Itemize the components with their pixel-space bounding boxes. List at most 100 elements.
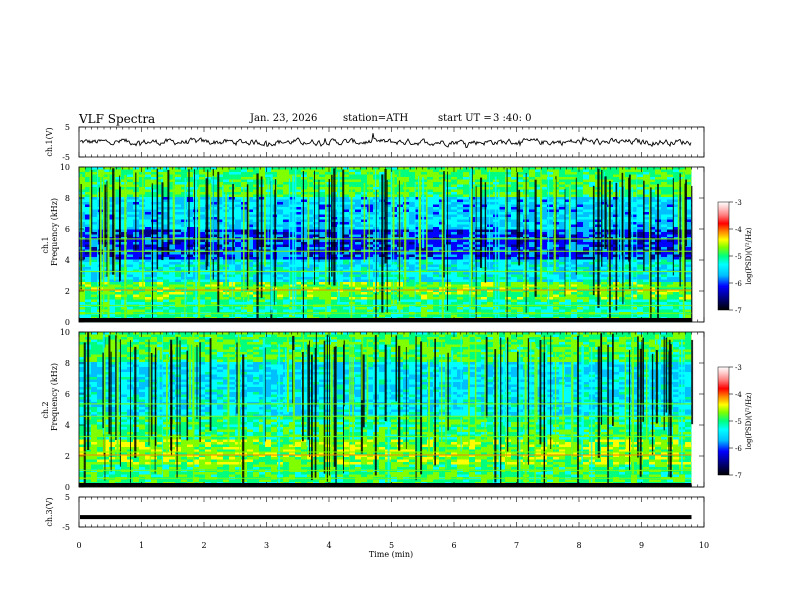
ch1-spectrogram-cell xyxy=(217,172,223,175)
ch1-spectrogram-cell xyxy=(553,272,559,275)
ch1-spectrogram-cell xyxy=(283,257,289,260)
ch1-spectrogram-cell xyxy=(583,177,589,180)
ch1-spectrogram-cell xyxy=(277,204,283,208)
ch1-spectrogram-cell xyxy=(655,182,661,185)
ch1-spectrogram-cell xyxy=(661,229,667,233)
ch1-spectrogram-cell xyxy=(265,167,271,170)
ch1-spectrogram-cell xyxy=(109,167,115,170)
ch1-spectrogram-cell xyxy=(451,224,457,228)
ch1-spectrogram-cell xyxy=(487,212,493,215)
ch1-spectrogram-cell xyxy=(325,184,331,188)
ch1-spectrogram-cell xyxy=(295,199,301,203)
ch1-spectrogram-cell xyxy=(445,274,451,278)
ch1-spectrogram-cell xyxy=(259,167,265,170)
ch1-spectrogram-cell xyxy=(319,172,325,175)
ch1-spectrogram-cell xyxy=(139,229,145,233)
ch1-spectrogram-cell xyxy=(661,267,667,270)
ch1-spectrogram-cell xyxy=(667,267,673,270)
ch1-spectrogram-cell xyxy=(565,214,571,218)
ch1-spectrogram-cell xyxy=(547,214,553,218)
ch1-spectrogram-cell xyxy=(529,184,535,188)
ch1-spectrogram-cell xyxy=(511,204,517,208)
ch1-spectrogram-cell xyxy=(667,174,673,178)
ch1-spectrogram-cell xyxy=(463,179,469,183)
ch1-spectrogram-cell xyxy=(589,182,595,185)
ch1-spectrogram-cell xyxy=(463,279,469,283)
ch1-spectrogram-cell xyxy=(355,217,361,220)
ch1-spectrogram-cell xyxy=(343,277,349,280)
ch1-spectrogram-cell xyxy=(127,189,133,193)
ch1-spectrogram-cell xyxy=(643,172,649,175)
ch1-spectrogram-cell xyxy=(427,209,433,213)
ch1-spectrogram-cell xyxy=(247,214,253,218)
ch1-spectrogram-cell xyxy=(661,214,667,218)
ch1-spectrogram-cell xyxy=(445,189,451,193)
ch1-spectrogram-cell xyxy=(589,179,595,183)
ch1-spectrogram-cell xyxy=(181,187,187,190)
ch1-spectrogram-cell xyxy=(643,209,649,213)
ch1-spectrogram-cell xyxy=(157,274,163,278)
ch1-spectrogram-cell xyxy=(313,182,319,185)
ch1-spectrogram-cell xyxy=(559,247,565,250)
ch1-spectrogram-cell xyxy=(433,217,439,220)
ch1-spectrogram-cell xyxy=(217,214,223,218)
ch1-spectrogram-cell xyxy=(505,174,511,178)
ch1-spectrogram-cell xyxy=(685,197,691,200)
ch1-spectrogram-cell xyxy=(175,264,181,268)
ch1-spectrogram-cell xyxy=(511,202,517,205)
ch1-spectrogram-cell xyxy=(445,254,451,258)
ch1-spectrogram-cell xyxy=(559,207,565,210)
ch1-spectrogram-cell xyxy=(601,272,607,275)
ch1-spectrogram-cell xyxy=(337,204,343,208)
ch1-spectrogram-cell xyxy=(133,257,139,260)
ch1-spectrogram-cell xyxy=(463,277,469,280)
ch1-spectrogram-cell xyxy=(307,282,313,285)
ch1-spectrogram-cell xyxy=(433,174,439,178)
ch1-spectrogram-cell xyxy=(217,174,223,178)
ch1-spectrogram-cell xyxy=(691,182,692,185)
ch1-spectrogram-cell xyxy=(637,267,643,270)
ch1-spectrogram-cell xyxy=(145,187,151,190)
ch1-spectrogram-cell xyxy=(265,274,271,278)
ch1-spectrogram-cell xyxy=(667,219,673,223)
ch1-spectrogram-cell xyxy=(463,194,469,198)
ch1-spectrogram-cell xyxy=(661,202,667,205)
ch1-spectrogram-cell xyxy=(115,209,121,213)
ch1-spectrogram-cell xyxy=(151,187,157,190)
ch1-spectrogram-cell xyxy=(565,177,571,180)
ch1-spectrogram-cell xyxy=(367,244,373,248)
ch1-spectrogram-cell xyxy=(463,259,469,263)
ch1-spectrogram-cell xyxy=(319,187,325,190)
start-ut-value: 3 :40: 0 xyxy=(493,113,532,124)
ch1-spectrogram-cell xyxy=(325,209,331,213)
ch1-spectrogram-cell xyxy=(283,192,289,195)
ch1-spectrogram-cell xyxy=(553,279,559,283)
ch1-spectrogram-cell xyxy=(649,189,655,193)
ch1-spectrogram-cell xyxy=(91,262,97,265)
ch1-spectrogram-cell xyxy=(211,197,217,200)
ch1-spectrogram-cell xyxy=(325,192,331,195)
ch1-spectrogram-cell xyxy=(325,172,331,175)
ch1-spectrogram-cell xyxy=(661,184,667,188)
ch1-spectrogram-cell xyxy=(523,167,529,170)
ch1-spectrogram-cell xyxy=(145,247,151,250)
ch1-spectrogram-cell xyxy=(277,282,283,285)
ch1-spectrogram-cell xyxy=(481,187,487,190)
ch1-spectrogram-cell xyxy=(559,187,565,190)
ch1-spectrogram-cell xyxy=(241,167,247,170)
ch1-spectrogram-cell xyxy=(247,194,253,198)
ch1-spectrogram-cell xyxy=(313,234,319,238)
ch1-spectrogram-cell xyxy=(253,177,259,180)
ch1-spectrogram-cell xyxy=(127,217,133,220)
ch1-spectrogram-cell xyxy=(637,239,643,243)
ch1-spectrogram-cell xyxy=(361,262,367,265)
ch1-spectrogram-cell xyxy=(211,209,217,213)
ch1-spectrogram-cell xyxy=(445,197,451,200)
ch1-spectrogram-cell xyxy=(559,182,565,185)
ch1-spectrogram-cell xyxy=(499,167,505,170)
ch1-spectrogram-cell xyxy=(559,254,565,258)
ch1-spectrogram-cell xyxy=(277,267,283,270)
ch1-spectrogram-cell xyxy=(499,247,505,250)
ch1-spectrogram-cell xyxy=(211,224,217,228)
ch1-spectrogram-cell xyxy=(349,174,355,178)
